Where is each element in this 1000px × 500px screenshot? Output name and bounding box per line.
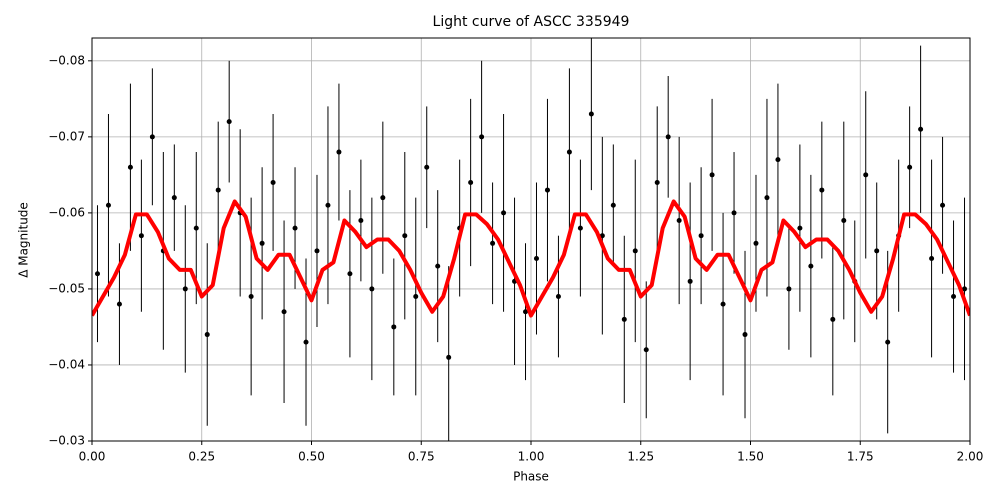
data-point [226,119,232,125]
smoothed-curve [92,199,970,318]
data-point [830,316,836,322]
data-point [665,134,671,140]
data-point [204,332,210,338]
data-point [325,202,331,208]
data-point [808,263,814,269]
data-point [259,240,265,246]
data-point [479,134,485,140]
y-axis-label: Δ Magnitude [17,202,31,278]
data-point [105,202,111,208]
data-point [523,309,529,315]
data-point [369,286,375,292]
axes: 0.00 0.25 0.50 0.75 1.00 1.25 1.50 1.75 2.00 −0.0… [48,37,984,464]
data-point [336,149,342,155]
data-point [435,263,441,269]
data-point [303,339,309,345]
data-point [138,233,144,239]
data-point [116,301,122,307]
data-point [885,339,891,345]
data-point [566,149,572,155]
data-point [929,256,935,262]
data-point [907,164,913,170]
data-point [402,233,408,239]
data-point [533,256,539,262]
data-point [347,271,353,277]
x-tick-label: 1.00 [518,450,545,464]
data-point [171,195,177,201]
data-point [281,309,287,315]
data-point [490,240,496,246]
data-point [588,111,594,117]
data-point [786,286,792,292]
x-tick-label: 2.00 [957,450,984,464]
data-point [248,294,254,300]
y-tick-label: −0.03 [48,434,85,448]
data-point [424,164,430,170]
data-point [775,157,781,163]
y-tick-label: −0.07 [48,129,85,143]
data-point [468,179,474,185]
x-tick-label: 0.50 [298,450,325,464]
data-point [380,195,386,201]
data-point [391,324,397,330]
data-point [841,217,847,223]
data-point [555,294,561,300]
y-tick-label: −0.06 [48,205,85,219]
data-point [193,225,199,231]
data-point [358,217,364,223]
x-tick-label: 1.75 [847,450,874,464]
data-point [797,225,803,231]
data-point [962,286,968,292]
data-point [621,316,627,322]
data-point [127,164,133,170]
data-point [501,210,507,216]
x-axis-label: Phase [513,470,549,484]
data-point [610,202,616,208]
data-point [215,187,221,193]
y-tick-label: −0.05 [48,281,85,295]
data-point [819,187,825,193]
data-point [709,172,715,178]
y-tick-label: −0.04 [48,357,85,371]
data-point [940,202,946,208]
x-tick-label: 1.25 [627,450,654,464]
data-point [632,248,638,254]
data-point [764,195,770,201]
data-point [742,332,748,338]
data-point [654,179,660,185]
plot-frame [91,37,971,442]
data-point [676,217,682,223]
x-tick-label: 0.25 [188,450,215,464]
data-point [182,286,188,292]
data-point [413,294,419,300]
data-point [918,126,924,132]
data-point [951,294,957,300]
x-tick-label: 1.50 [737,450,764,464]
data-point [446,354,452,360]
data-point [643,347,649,353]
data-point [731,210,737,216]
data-point [544,187,550,193]
y-tick-label: −0.08 [48,53,85,67]
chart-title: Light curve of ASCC 335949 [433,14,630,30]
plot-area [92,38,970,441]
data-point [314,248,320,254]
data-point [698,233,704,239]
data-point [720,301,726,307]
data-point [687,278,693,284]
x-tick-label: 0.00 [79,450,106,464]
data-point [94,271,100,277]
data-point [149,134,155,140]
data-point [874,248,880,254]
x-tick-label: 0.75 [408,450,435,464]
data-point [270,179,276,185]
data-point [292,225,298,231]
data-point [577,225,583,231]
data-point [753,240,759,246]
data-point [863,172,869,178]
